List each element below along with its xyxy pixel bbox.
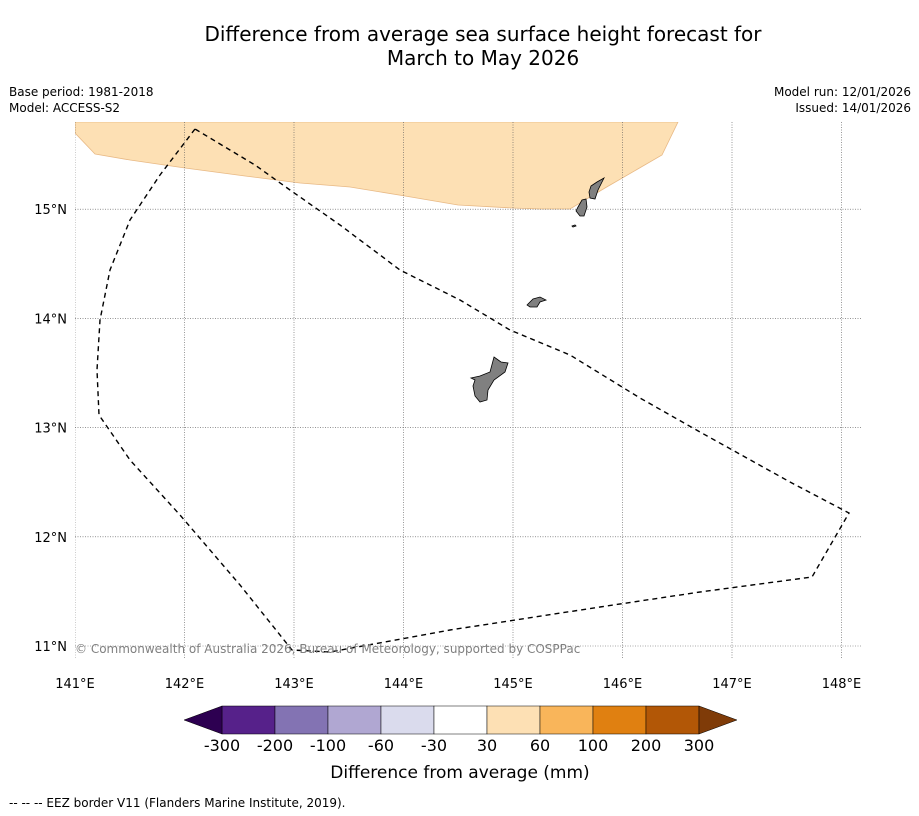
colorbar-tick-label: -300 [204,736,240,755]
colorbar-tick-label: -100 [310,736,346,755]
lon-tick-label: 147°E [712,677,752,692]
map-figure: © Commonwealth of Australia 2026, Bureau… [0,0,919,816]
lon-tick-label: 148°E [822,677,862,692]
colorbar-bin [593,706,646,734]
lat-tick-label: 15°N [34,203,67,218]
colorbar-bin [275,706,328,734]
lon-tick-label: 142°E [165,677,205,692]
colorbar-over-arrow [699,706,737,734]
footnote: -- -- -- EEZ border V11 (Flanders Marine… [9,796,346,810]
colorbar-title: Difference from average (mm) [330,763,589,783]
colorbar-tick-label: -30 [421,736,447,755]
lat-tick-label: 13°N [34,422,67,437]
lon-tick-label: 143°E [274,677,314,692]
copyright-notice: © Commonwealth of Australia 2026, Bureau… [75,642,580,656]
colorbar-tick-label: 100 [578,736,609,755]
colorbar-bin [646,706,699,734]
colorbar-tick-label: 60 [530,736,550,755]
lat-tick-label: 12°N [34,531,67,546]
colorbar-tick-label: 30 [477,736,497,755]
colorbar-bin [328,706,381,734]
colorbar-tick-label: 300 [684,736,715,755]
colorbar-bin [487,706,540,734]
colorbar-bin [540,706,593,734]
lat-tick-label: 11°N [34,640,67,655]
lon-tick-label: 146°E [603,677,643,692]
colorbar-tick-label: -60 [368,736,394,755]
colorbar-bin [434,706,487,734]
colorbar-bin [222,706,275,734]
colorbar-tick-label: -200 [257,736,293,755]
lon-tick-label: 141°E [55,677,95,692]
map-plot-area: © Commonwealth of Australia 2026, Bureau… [75,122,862,658]
lon-tick-label: 145°E [493,677,533,692]
lon-tick-label: 144°E [384,677,424,692]
colorbar: -300 -200 -100 -60 -30 30 60 100 200 300 [184,706,737,755]
colorbar-bin [381,706,434,734]
lat-tick-label: 14°N [34,312,67,327]
colorbar-tick-label: 200 [631,736,662,755]
colorbar-under-arrow [184,706,222,734]
